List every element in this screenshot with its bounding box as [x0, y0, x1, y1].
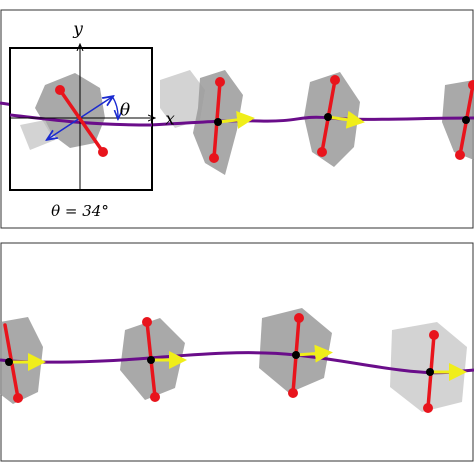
rod-end [215, 77, 225, 87]
center [214, 118, 222, 126]
rod-end [455, 150, 465, 160]
angle-arc [111, 95, 118, 118]
center [147, 356, 155, 364]
orientation-arrow [79, 97, 112, 119]
trajectory [0, 351, 474, 375]
trajectory [9, 113, 153, 127]
rod-end [98, 147, 108, 157]
velocity-arrow [295, 344, 333, 363]
bottom-panel [0, 242, 474, 462]
blob [390, 322, 467, 412]
rod-end [13, 393, 23, 403]
blob [442, 80, 474, 160]
center [426, 368, 434, 376]
center [462, 116, 470, 124]
center [5, 358, 13, 366]
blob [20, 120, 55, 150]
rod-end [317, 147, 327, 157]
rod [58, 88, 105, 154]
rod-end [294, 313, 304, 323]
center [324, 113, 332, 121]
rod-end [55, 85, 65, 95]
rod-end [330, 75, 340, 85]
center [292, 351, 300, 359]
rod-end [423, 403, 433, 413]
velocity-arrow [327, 110, 365, 129]
rod-end [209, 153, 219, 163]
top-panel: y x θ θ = 34° [0, 9, 474, 229]
rod-end [288, 388, 298, 398]
rod-end [150, 392, 160, 402]
rod-end [142, 317, 152, 327]
orientation-arrow [48, 117, 81, 139]
rod-end [429, 330, 439, 340]
velocity-arrow [217, 111, 255, 129]
caption: θ = 34° [51, 202, 109, 220]
x-label: x [165, 110, 175, 130]
angle-label: θ [120, 101, 130, 121]
rod-end [468, 80, 474, 90]
blob [160, 70, 205, 128]
y-label: y [72, 20, 83, 40]
